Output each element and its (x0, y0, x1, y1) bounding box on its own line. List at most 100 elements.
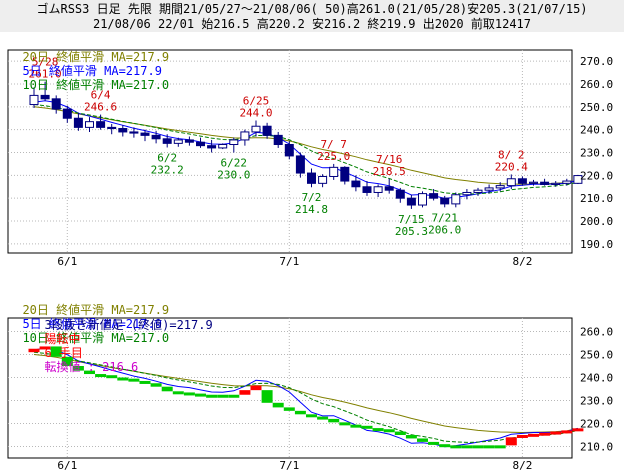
upper-legend: 20日 終値平滑 MA=217.9 5日 終値平滑 MA=217.9 10日 終… (8, 36, 169, 92)
brick-up (550, 431, 562, 435)
candle-down (540, 181, 550, 185)
candle-up (418, 193, 427, 206)
brick-down (439, 444, 451, 448)
brick-down (261, 390, 273, 403)
candle-down (51, 98, 61, 110)
annotation-date: 7/15 (398, 213, 425, 226)
brick-down (206, 394, 218, 398)
annotation-date: 6/2 (157, 151, 177, 164)
upper-moving-averages (33, 100, 579, 199)
brick-down (183, 392, 195, 396)
candle-up (529, 181, 538, 184)
brick-up (561, 430, 573, 434)
brick-down (317, 416, 329, 420)
lower-legend-ma10: 10日 終値平滑 MA=217.0 (22, 331, 170, 345)
candle-up (173, 139, 183, 144)
upper-x-tick-label: 7/1 (279, 255, 299, 268)
candle-up (329, 166, 339, 177)
lower-ma10-line (33, 351, 579, 443)
candle-down (184, 139, 194, 143)
brick-down (494, 445, 506, 449)
annotation-value: 246.6 (84, 101, 117, 114)
lower-y-tick-label: 240.0 (580, 372, 613, 385)
upper-legend-ma10: 10日 終値平滑 MA=217.0 (22, 78, 170, 92)
annotation-value: 220.4 (495, 160, 528, 173)
upper-legend-ma5: 5日 終値平滑 MA=217.9 (22, 64, 162, 78)
annotation-value: 232.2 (151, 163, 184, 176)
annotation-date: 7/ 7 (320, 138, 347, 151)
upper-panel-frame (7, 49, 573, 254)
annotation-date: 5/28 (32, 56, 59, 69)
brick-down (306, 414, 317, 418)
brick-down (372, 428, 384, 432)
brick-down (172, 391, 184, 395)
lower-grid (7, 317, 573, 459)
lower-y-tick-label: 250.0 (580, 349, 613, 362)
upper-x-tick-label: 8/2 (512, 255, 532, 268)
brick-up (505, 437, 517, 446)
brick-down (428, 441, 440, 445)
brick-up (572, 428, 584, 432)
candle-up (495, 185, 505, 189)
brick-down (417, 438, 428, 442)
brick-down (161, 386, 173, 392)
axis-labels: 270.0 260.0 250.0 240.0 230.0 220.0 210.0 200.0… (57, 55, 613, 472)
candle-up (218, 144, 228, 149)
lower-status: 3段抜き新値足 (終値)=217.9 陽転中 6 手目 転換値 : 216.6 (30, 304, 213, 374)
candle-down (196, 141, 205, 147)
annotation-value: 206.0 (428, 223, 461, 236)
annotation-value: 218.5 (373, 165, 406, 178)
brick-down (328, 418, 340, 423)
upper-y-tick-label: 250.0 (580, 101, 613, 114)
candle-up (462, 191, 472, 196)
brick-down (217, 394, 229, 398)
brick-down (72, 366, 84, 371)
brick-up (39, 346, 51, 350)
upper-y-tick-label: 270.0 (580, 55, 613, 68)
candle-up (551, 182, 561, 185)
brick-down (483, 445, 495, 449)
candle-down (307, 172, 316, 184)
brick-down (150, 383, 162, 387)
candle-up (85, 121, 94, 128)
brick-down (95, 374, 107, 378)
upper-candles (29, 81, 583, 209)
kagi-label: 3段抜き新値足 (終値)=217.9 (44, 318, 213, 332)
brick-down (272, 402, 284, 408)
brick-up (28, 348, 40, 353)
candle-down (340, 166, 350, 182)
brick-down (228, 394, 240, 398)
candle-up (373, 186, 383, 193)
candle-down (273, 134, 283, 146)
lower-y-tick-label: 260.0 (580, 326, 613, 339)
brick-down (394, 431, 406, 435)
candle-up (473, 189, 483, 193)
candle-down (40, 94, 50, 100)
annotation-value: 225.0 (317, 150, 350, 163)
brick-up (539, 432, 551, 436)
candle-up (484, 187, 494, 191)
annotation-date: 7/2 (302, 191, 322, 204)
candle-down (284, 144, 294, 157)
brick-down (106, 375, 118, 379)
candle-up (562, 180, 572, 184)
annotation-date: 7/16 (376, 153, 403, 166)
annotation-date: 6/22 (221, 157, 248, 170)
lower-legend-ma5: 5日 終値平滑 MA=217.9 (22, 317, 162, 331)
brick-up (239, 390, 251, 395)
upper-ma5-line (33, 100, 579, 199)
upper-y-tick-label: 240.0 (580, 124, 613, 137)
brick-down (383, 429, 395, 433)
brick-down (195, 393, 206, 397)
candle-up (451, 194, 461, 205)
brick-up (250, 385, 262, 391)
candle-down (440, 197, 450, 205)
candle-down (62, 108, 72, 119)
lower-y-tick-label: 210.0 (580, 441, 613, 454)
turn-value: 転換値 : 216.6 (44, 360, 139, 374)
candle-up (29, 94, 39, 106)
brick-up (516, 435, 528, 438)
annotation-value: 214.8 (295, 203, 328, 216)
